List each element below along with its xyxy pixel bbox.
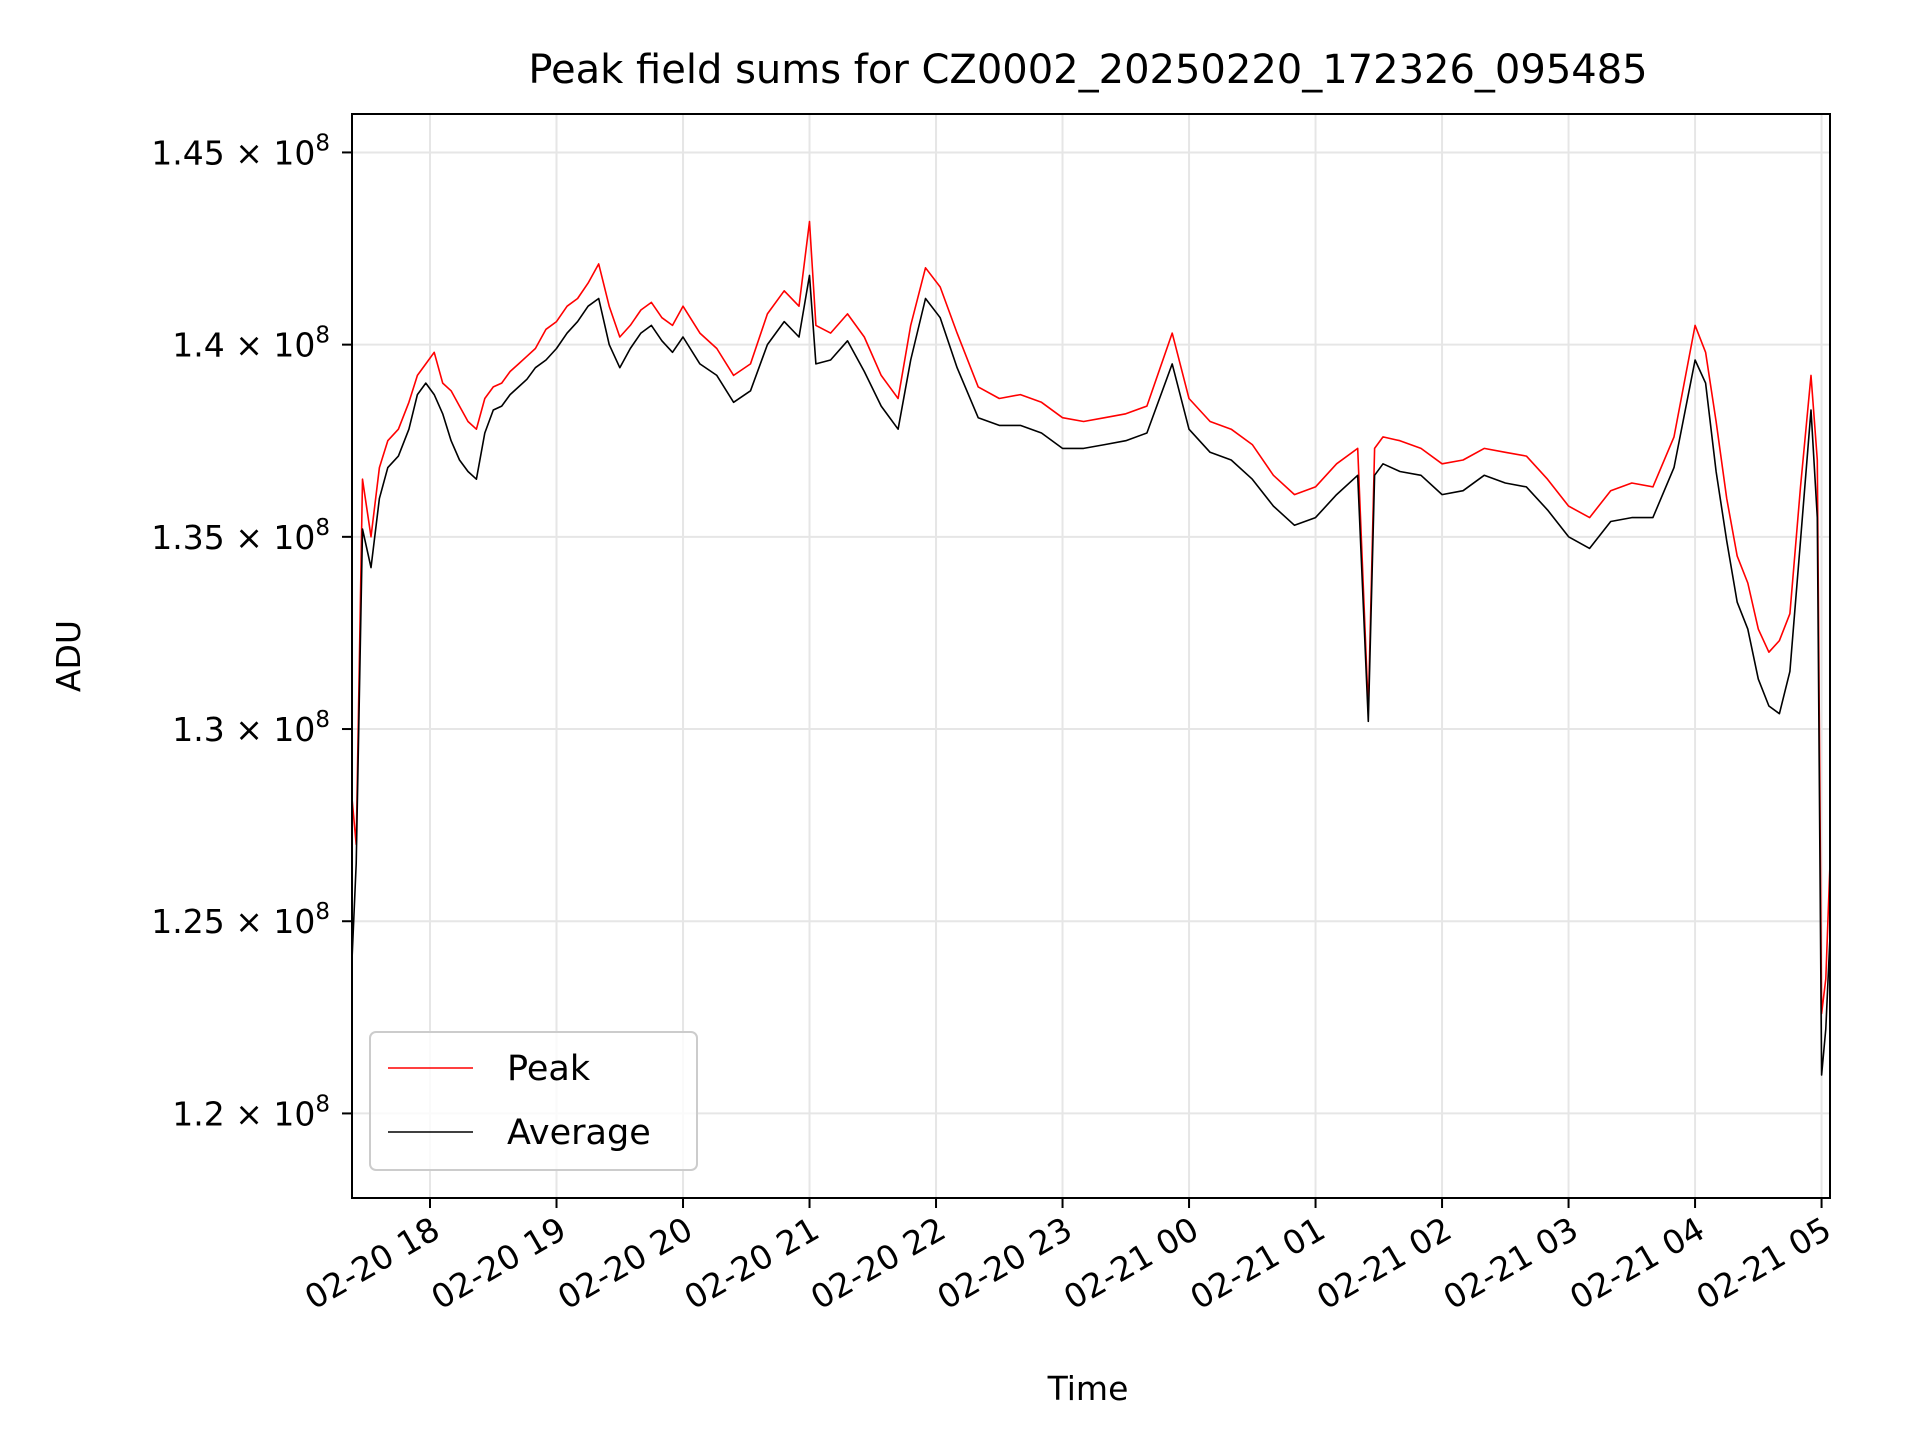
y-tick-label: 1.3 × 108	[172, 707, 330, 749]
chart-title: Peak field sums for CZ0002_20250220_1723…	[528, 47, 1647, 93]
y-axis: 1.2 × 108 1.25 × 108 1.3 × 108 1.35 × 108 1.…	[151, 130, 352, 1133]
series-layer	[351, 220, 1831, 1076]
y-tick-label: 1.35 × 108	[151, 515, 330, 557]
y-axis-label: ADU	[49, 620, 88, 692]
legend-box	[369, 1031, 698, 1171]
series-line-peak	[351, 220, 1831, 1015]
series-line-average	[351, 274, 1831, 1076]
grid	[352, 114, 1830, 1198]
legend-label-peak: Peak	[507, 1049, 591, 1089]
y-tick-label: 1.2 × 108	[172, 1091, 330, 1133]
legend-label-average: Average	[507, 1113, 651, 1153]
y-tick-label: 1.4 × 108	[172, 323, 330, 365]
x-axis-label: Time	[1047, 1369, 1129, 1408]
plot-frame	[351, 113, 1831, 1199]
y-tick-label: 1.45 × 108	[151, 130, 330, 172]
legend: Peak Average	[369, 1031, 698, 1171]
y-tick-label: 1.25 × 108	[151, 899, 330, 941]
